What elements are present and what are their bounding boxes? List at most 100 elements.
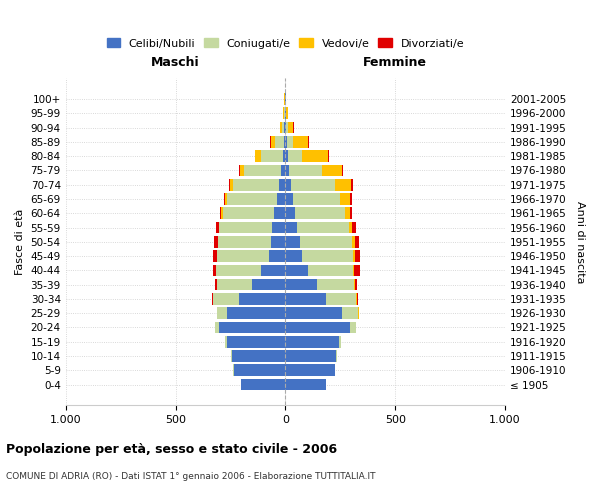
Bar: [302, 150, 328, 162]
Bar: [233, 179, 279, 190]
Bar: [353, 264, 355, 276]
Bar: [227, 308, 286, 319]
Bar: [295, 208, 344, 219]
Bar: [349, 222, 352, 234]
Bar: [234, 364, 286, 376]
Bar: [217, 250, 269, 262]
Bar: [229, 179, 230, 190]
Bar: [241, 378, 286, 390]
Bar: [286, 250, 302, 262]
Bar: [239, 293, 286, 305]
Bar: [291, 179, 335, 190]
Bar: [286, 293, 326, 305]
Bar: [335, 179, 351, 190]
Bar: [217, 279, 253, 290]
Legend: Celibi/Nubili, Coniugati/e, Vedovi/e, Divorziati/e: Celibi/Nubili, Coniugati/e, Vedovi/e, Di…: [107, 38, 464, 48]
Bar: [286, 378, 326, 390]
Bar: [350, 208, 352, 219]
Bar: [353, 250, 355, 262]
Bar: [226, 336, 227, 347]
Bar: [232, 350, 286, 362]
Bar: [287, 150, 302, 162]
Bar: [286, 279, 317, 290]
Y-axis label: Anni di nascita: Anni di nascita: [575, 200, 585, 283]
Bar: [271, 136, 275, 147]
Bar: [299, 236, 352, 248]
Bar: [213, 293, 239, 305]
Bar: [355, 279, 357, 290]
Bar: [216, 264, 261, 276]
Bar: [286, 108, 288, 119]
Bar: [218, 236, 271, 248]
Bar: [213, 250, 217, 262]
Bar: [286, 222, 298, 234]
Bar: [284, 108, 285, 119]
Bar: [343, 308, 358, 319]
Bar: [255, 150, 261, 162]
Bar: [288, 122, 293, 134]
Bar: [244, 164, 281, 176]
Bar: [220, 322, 286, 334]
Bar: [286, 364, 335, 376]
Bar: [317, 279, 354, 290]
Bar: [215, 322, 220, 334]
Bar: [352, 236, 355, 248]
Bar: [239, 164, 240, 176]
Bar: [280, 122, 282, 134]
Bar: [355, 264, 360, 276]
Bar: [286, 150, 287, 162]
Bar: [279, 179, 286, 190]
Bar: [326, 293, 356, 305]
Bar: [340, 193, 350, 205]
Bar: [298, 222, 349, 234]
Bar: [344, 208, 350, 219]
Bar: [216, 222, 218, 234]
Text: COMUNE DI ADRIA (RO) - Dati ISTAT 1° gennaio 2006 - Elaborazione TUTTITALIA.IT: COMUNE DI ADRIA (RO) - Dati ISTAT 1° gen…: [6, 472, 376, 481]
Bar: [339, 336, 341, 347]
Bar: [286, 122, 288, 134]
Bar: [261, 264, 286, 276]
Bar: [286, 208, 295, 219]
Bar: [336, 350, 337, 362]
Bar: [213, 264, 216, 276]
Bar: [240, 164, 244, 176]
Bar: [293, 136, 308, 147]
Bar: [356, 293, 358, 305]
Bar: [286, 193, 293, 205]
Bar: [283, 150, 286, 162]
Bar: [277, 193, 286, 205]
Bar: [274, 208, 286, 219]
Bar: [223, 208, 274, 219]
Bar: [350, 193, 352, 205]
Y-axis label: Fasce di età: Fasce di età: [15, 208, 25, 275]
Bar: [352, 222, 356, 234]
Bar: [217, 308, 227, 319]
Bar: [286, 336, 339, 347]
Bar: [308, 264, 353, 276]
Bar: [269, 250, 286, 262]
Bar: [261, 150, 283, 162]
Bar: [253, 279, 286, 290]
Bar: [355, 236, 359, 248]
Bar: [230, 179, 233, 190]
Bar: [350, 322, 356, 334]
Bar: [351, 179, 353, 190]
Bar: [220, 222, 272, 234]
Bar: [215, 279, 217, 290]
Bar: [286, 322, 350, 334]
Text: Popolazione per età, sesso e stato civile - 2006: Popolazione per età, sesso e stato civil…: [6, 442, 337, 456]
Bar: [286, 308, 343, 319]
Bar: [287, 136, 293, 147]
Bar: [221, 208, 223, 219]
Bar: [281, 164, 286, 176]
Bar: [227, 336, 286, 347]
Bar: [293, 193, 340, 205]
Bar: [218, 222, 220, 234]
Bar: [284, 122, 286, 134]
Bar: [284, 136, 286, 147]
Bar: [214, 236, 218, 248]
Bar: [322, 164, 343, 176]
Bar: [285, 108, 286, 119]
Bar: [286, 136, 287, 147]
Bar: [286, 236, 299, 248]
